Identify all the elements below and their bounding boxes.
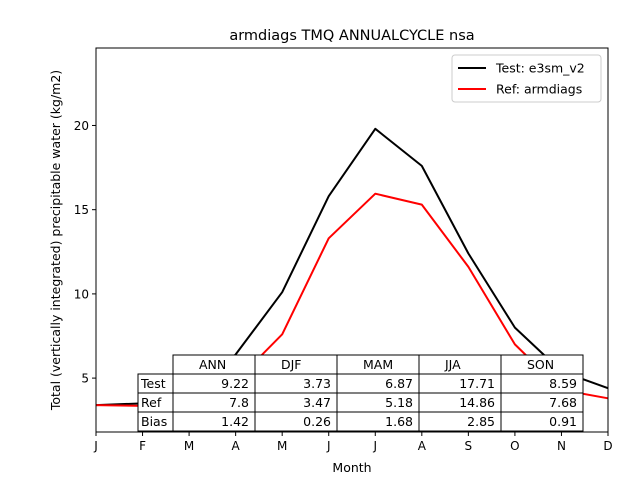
x-tick-label: J xyxy=(372,439,377,453)
table-header-label: MAM xyxy=(363,357,393,372)
x-tick-label: J xyxy=(326,439,331,453)
table-header-label: JJA xyxy=(444,357,461,372)
table-cell-value: 14.86 xyxy=(459,395,495,410)
table-row-label: Test xyxy=(140,376,166,391)
y-axis: 5 10 15 20 xyxy=(74,119,96,386)
table-header-label: SON xyxy=(527,357,554,372)
table-cell-value: 1.42 xyxy=(221,414,249,429)
table-cell-value: 5.18 xyxy=(385,395,413,410)
table-cell-value: 1.68 xyxy=(385,414,413,429)
table-cell-value: 6.87 xyxy=(385,376,413,391)
x-tick-label: F xyxy=(139,439,146,453)
y-tick-label: 15 xyxy=(74,203,89,217)
x-tick-label: D xyxy=(603,439,612,453)
y-tick-label: 20 xyxy=(74,119,89,133)
table-header-label: DJF xyxy=(281,357,302,372)
y-tick-label: 5 xyxy=(81,372,89,386)
legend: Test: e3sm_v2 Ref: armdiags xyxy=(451,54,602,103)
table-cell-value: 3.47 xyxy=(303,395,331,410)
table-cell-value: 3.73 xyxy=(303,376,331,391)
chart-title: armdiags TMQ ANNUALCYCLE nsa xyxy=(229,28,474,44)
plot-frame xyxy=(95,47,609,433)
table-cell xyxy=(500,411,584,432)
x-tick-label: S xyxy=(465,439,473,453)
table-cell-value: 8.59 xyxy=(549,376,577,391)
table-header-label: ANN xyxy=(199,357,226,372)
table-cell-value: 0.91 xyxy=(549,414,577,429)
x-tick-label: A xyxy=(232,439,241,453)
x-axis-label: Month xyxy=(332,460,371,475)
stats-table: ANN DJF MAM JJA SON Test 9.22 3.73 6.87 17.71 8.59… xyxy=(137,354,584,432)
table-row-label: Ref xyxy=(141,395,162,410)
x-tick-label: A xyxy=(418,439,427,453)
table-row-label: Bias xyxy=(141,414,167,429)
y-axis-label: Total (vertically integrated) precipitab… xyxy=(48,70,63,411)
table-cell-value: 7.8 xyxy=(229,395,249,410)
table-cell-value: 17.71 xyxy=(459,376,495,391)
x-tick-label: J xyxy=(93,439,98,453)
x-tick-label: N xyxy=(557,439,566,453)
table-cell-value: 7.68 xyxy=(549,395,577,410)
table-cell-value: 0.26 xyxy=(303,414,331,429)
table-cell-value: 9.22 xyxy=(221,376,249,391)
x-tick-label: M xyxy=(184,439,194,453)
legend-box xyxy=(451,54,602,103)
y-tick-label: 10 xyxy=(74,287,89,301)
legend-label: Ref: armdiags xyxy=(496,82,582,97)
x-tick-label: M xyxy=(277,439,287,453)
table-cell-value: 2.85 xyxy=(467,414,495,429)
legend-label: Test: e3sm_v2 xyxy=(495,61,585,76)
x-tick-label: O xyxy=(510,439,519,453)
